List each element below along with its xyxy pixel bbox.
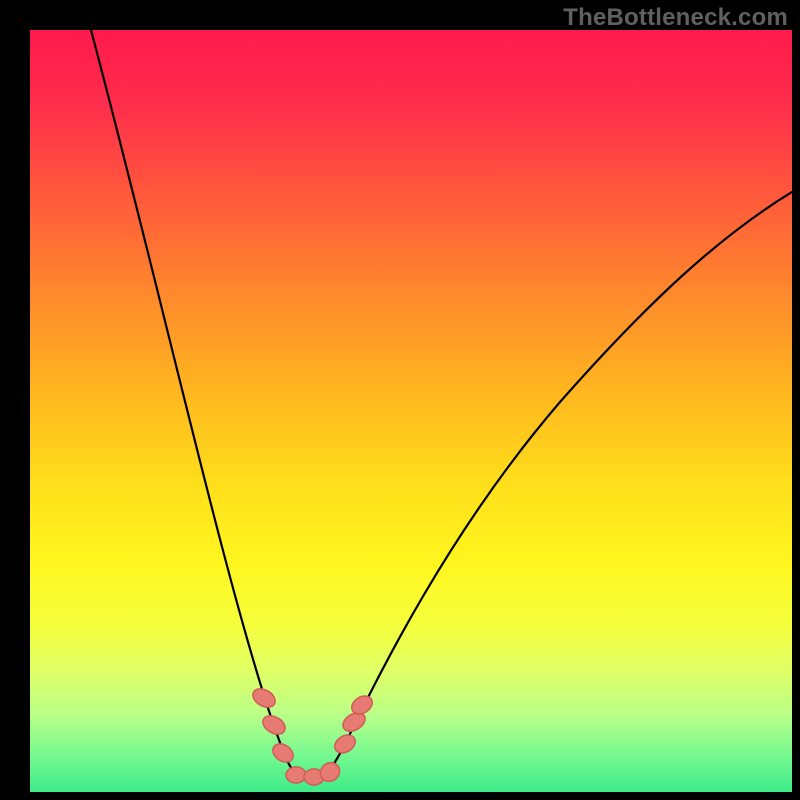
gradient-panel: [30, 30, 792, 792]
chart-container: TheBottleneck.com: [0, 0, 800, 800]
watermark-label: TheBottleneck.com: [563, 4, 788, 32]
bottleneck-chart: [0, 0, 800, 800]
valley-marker: [286, 767, 306, 783]
